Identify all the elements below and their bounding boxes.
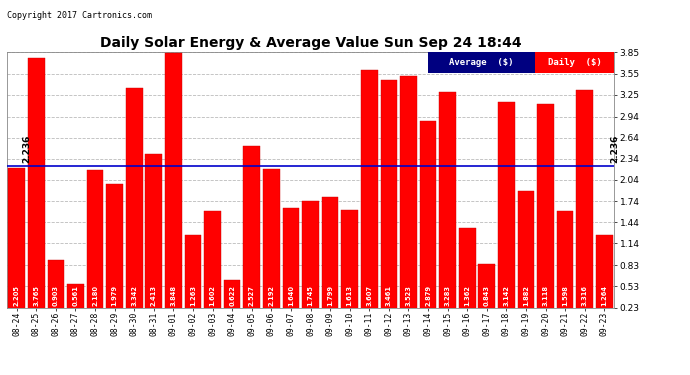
Text: 3.316: 3.316: [582, 285, 588, 306]
Text: Copyright 2017 Cartronics.com: Copyright 2017 Cartronics.com: [7, 11, 152, 20]
Bar: [244, 146, 260, 324]
Bar: [106, 184, 123, 324]
Bar: [478, 264, 495, 324]
Text: 3.607: 3.607: [366, 285, 373, 306]
Text: 2.236: 2.236: [610, 134, 619, 163]
Bar: [28, 58, 45, 324]
Bar: [185, 235, 201, 324]
Bar: [224, 280, 241, 324]
Text: 3.118: 3.118: [542, 285, 549, 306]
Text: 1.613: 1.613: [346, 285, 353, 306]
Text: Daily  ($): Daily ($): [548, 58, 601, 68]
Text: 1.602: 1.602: [210, 285, 215, 306]
Text: 3.283: 3.283: [444, 285, 451, 306]
Bar: [87, 170, 104, 324]
Title: Daily Solar Energy & Average Value Sun Sep 24 18:44: Daily Solar Energy & Average Value Sun S…: [99, 36, 522, 50]
Bar: [263, 169, 279, 324]
Bar: [459, 228, 475, 324]
Bar: [596, 235, 613, 324]
Bar: [380, 80, 397, 324]
Text: 3.765: 3.765: [33, 285, 39, 306]
Text: 1.799: 1.799: [327, 285, 333, 306]
Bar: [420, 121, 436, 324]
Text: 2.527: 2.527: [248, 285, 255, 306]
Bar: [165, 53, 181, 324]
Bar: [440, 93, 456, 324]
Text: 0.561: 0.561: [72, 285, 79, 306]
Bar: [400, 75, 417, 324]
Bar: [342, 210, 358, 324]
Text: 1.882: 1.882: [523, 285, 529, 306]
Bar: [576, 90, 593, 324]
Bar: [302, 201, 319, 324]
Text: 2.180: 2.180: [92, 285, 98, 306]
Bar: [146, 154, 162, 324]
Text: 3.142: 3.142: [504, 285, 509, 306]
Text: 1.979: 1.979: [112, 285, 117, 306]
Bar: [361, 70, 377, 324]
Bar: [283, 208, 299, 324]
Text: 1.598: 1.598: [562, 285, 568, 306]
Bar: [557, 211, 573, 324]
Text: Average  ($): Average ($): [449, 58, 513, 68]
Text: 1.640: 1.640: [288, 285, 294, 306]
Bar: [48, 260, 64, 324]
Bar: [204, 211, 221, 324]
Bar: [538, 104, 554, 324]
Bar: [8, 168, 25, 324]
Text: 3.523: 3.523: [406, 285, 411, 306]
Text: 2.205: 2.205: [14, 285, 20, 306]
Text: 2.879: 2.879: [425, 285, 431, 306]
Text: 0.622: 0.622: [229, 285, 235, 306]
Text: 3.461: 3.461: [386, 285, 392, 306]
Text: 2.192: 2.192: [268, 285, 275, 306]
Text: 2.236: 2.236: [23, 134, 32, 163]
Bar: [67, 284, 83, 324]
Bar: [518, 191, 534, 324]
Text: 1.362: 1.362: [464, 285, 470, 306]
Bar: [322, 197, 338, 324]
Text: 0.903: 0.903: [53, 285, 59, 306]
Text: 0.843: 0.843: [484, 285, 490, 306]
Text: 1.745: 1.745: [308, 285, 313, 306]
Text: 1.264: 1.264: [601, 285, 607, 306]
Text: 3.342: 3.342: [131, 285, 137, 306]
Bar: [126, 88, 143, 324]
Text: 3.848: 3.848: [170, 285, 177, 306]
Text: 2.413: 2.413: [151, 285, 157, 306]
Bar: [498, 102, 515, 324]
Text: 1.263: 1.263: [190, 285, 196, 306]
